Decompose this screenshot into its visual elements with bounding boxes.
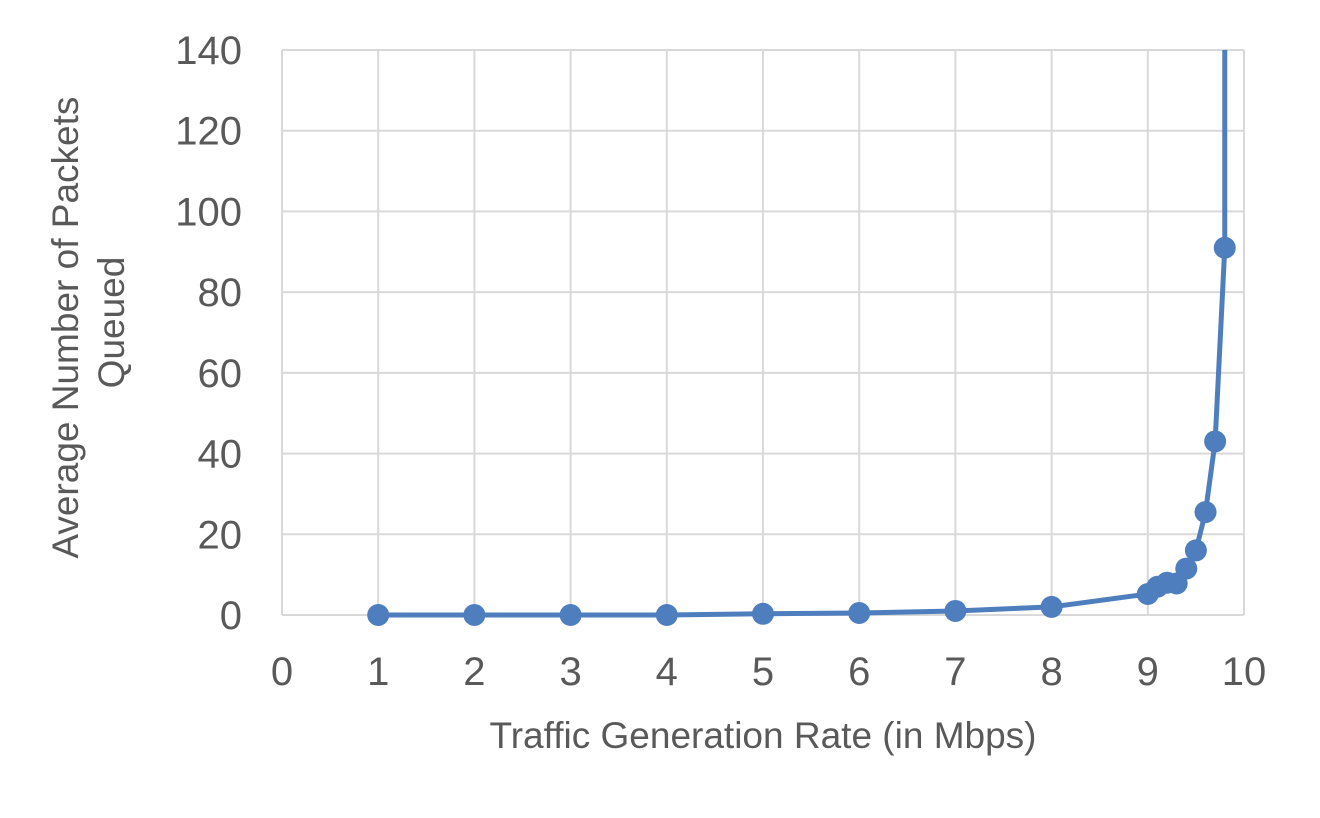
data-point (1184, 539, 1207, 562)
x-tick-label: 6 (848, 650, 870, 694)
x-tick-label: 2 (463, 650, 485, 694)
x-tick-label: 8 (1040, 650, 1062, 694)
data-point (1204, 430, 1227, 453)
x-tick-label: 3 (559, 650, 581, 694)
y-tick-label: 0 (220, 594, 242, 638)
y-axis-title: Average Number of Packets Queued (45, 86, 132, 558)
data-point (655, 604, 678, 626)
x-tick-label: 1 (367, 650, 389, 694)
y-tick-label: 120 (175, 110, 242, 154)
data-point (367, 604, 390, 626)
x-tick-label: 7 (944, 650, 966, 694)
y-tick-label: 80 (198, 271, 243, 315)
series-line (378, 50, 1228, 618)
y-axis-title-line-1: Average Number of Packets (45, 97, 86, 559)
data-point (559, 604, 582, 626)
data-point (1040, 595, 1063, 618)
x-tick-label: 4 (656, 650, 678, 694)
gridlines (281, 49, 1245, 616)
data-point (1213, 236, 1236, 259)
data-point (1194, 501, 1217, 524)
data-point (463, 604, 486, 626)
data-point (944, 599, 967, 622)
x-tick-label: 5 (752, 650, 774, 694)
y-tick-label: 40 (198, 433, 243, 477)
x-tick-label: 10 (1222, 650, 1267, 694)
series-group (367, 50, 1236, 626)
y-tick-label: 100 (175, 190, 242, 234)
y-axis-title-line-2: Queued (91, 257, 132, 389)
x-axis-title: Traffic Generation Rate (in Mbps) (490, 715, 1037, 756)
data-point (752, 602, 774, 625)
y-tick-label: 60 (198, 352, 243, 396)
data-point (848, 601, 871, 624)
x-tick-label: 9 (1137, 650, 1159, 694)
x-tick-label: 0 (271, 650, 293, 694)
y-tick-label: 140 (175, 29, 242, 73)
y-tick-label: 20 (198, 513, 243, 557)
data-point (1175, 557, 1198, 580)
